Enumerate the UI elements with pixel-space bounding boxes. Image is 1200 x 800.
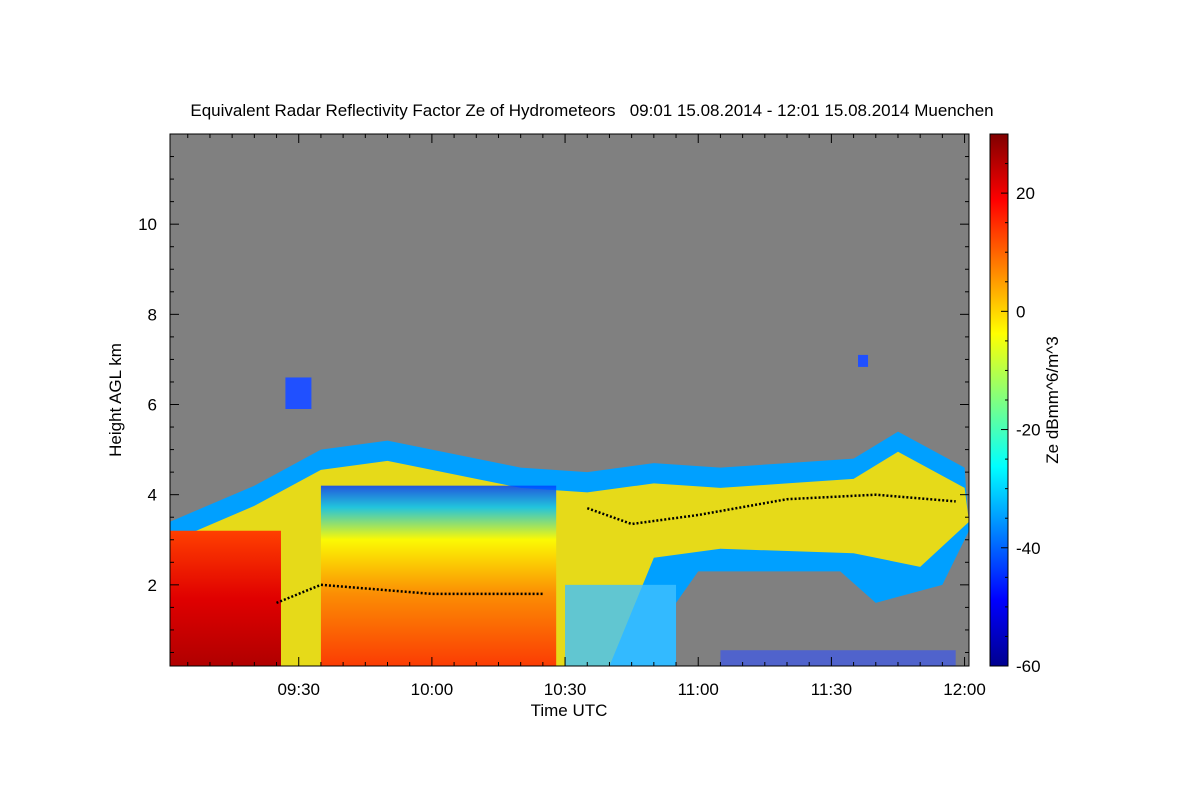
- plot-area: [169, 133, 970, 667]
- y-tick-label: 4: [148, 486, 157, 505]
- x-tick-label: 09:30: [277, 680, 320, 699]
- convective-rain: [170, 530, 281, 666]
- x-axis-label: Time UTC: [531, 701, 608, 720]
- isolated-echo: [858, 354, 869, 367]
- x-tick-label: 10:00: [411, 680, 454, 699]
- colorbar-tick-label: -20: [1016, 421, 1041, 440]
- x-axis: 09:30 10:00 10:30 11:00 11:30 12:00: [187, 134, 986, 699]
- y-axis: 2 4 6 8 10: [138, 133, 969, 653]
- colorbar-tick-label: -60: [1016, 657, 1041, 676]
- colorbar-tick-label: 20: [1016, 184, 1035, 203]
- colorbar-tick-label: 0: [1016, 302, 1025, 321]
- x-tick-label: 10:30: [544, 680, 587, 699]
- y-tick-label: 10: [138, 215, 157, 234]
- y-axis-label: Height AGL km: [106, 343, 125, 457]
- y-tick-label: 6: [148, 396, 157, 415]
- colorbar-ticks: 20 0 -20 -40 -60: [1001, 133, 1041, 676]
- reflectivity-field: [170, 354, 969, 666]
- x-tick-label: 11:30: [811, 680, 852, 699]
- plot-frame: [169, 133, 970, 667]
- isolated-echo: [285, 377, 312, 410]
- colorbar-tick-label: -40: [1016, 539, 1041, 558]
- y-tick-label: 2: [148, 576, 157, 595]
- x-tick-label: 12:00: [943, 680, 986, 699]
- ground-clutter: [720, 650, 956, 666]
- colorbar-label: Ze dBmm^6/m^3: [1043, 336, 1062, 463]
- colorbar: 20 0 -20 -40 -60 Ze dBmm^6/m^3: [989, 133, 1062, 676]
- stratiform-rain: [320, 485, 557, 666]
- y-tick-label: 8: [148, 305, 157, 324]
- chart-title: Equivalent Radar Reflectivity Factor Ze …: [190, 101, 993, 120]
- fall-streaks: [565, 584, 677, 666]
- x-tick-label: 11:00: [678, 680, 719, 699]
